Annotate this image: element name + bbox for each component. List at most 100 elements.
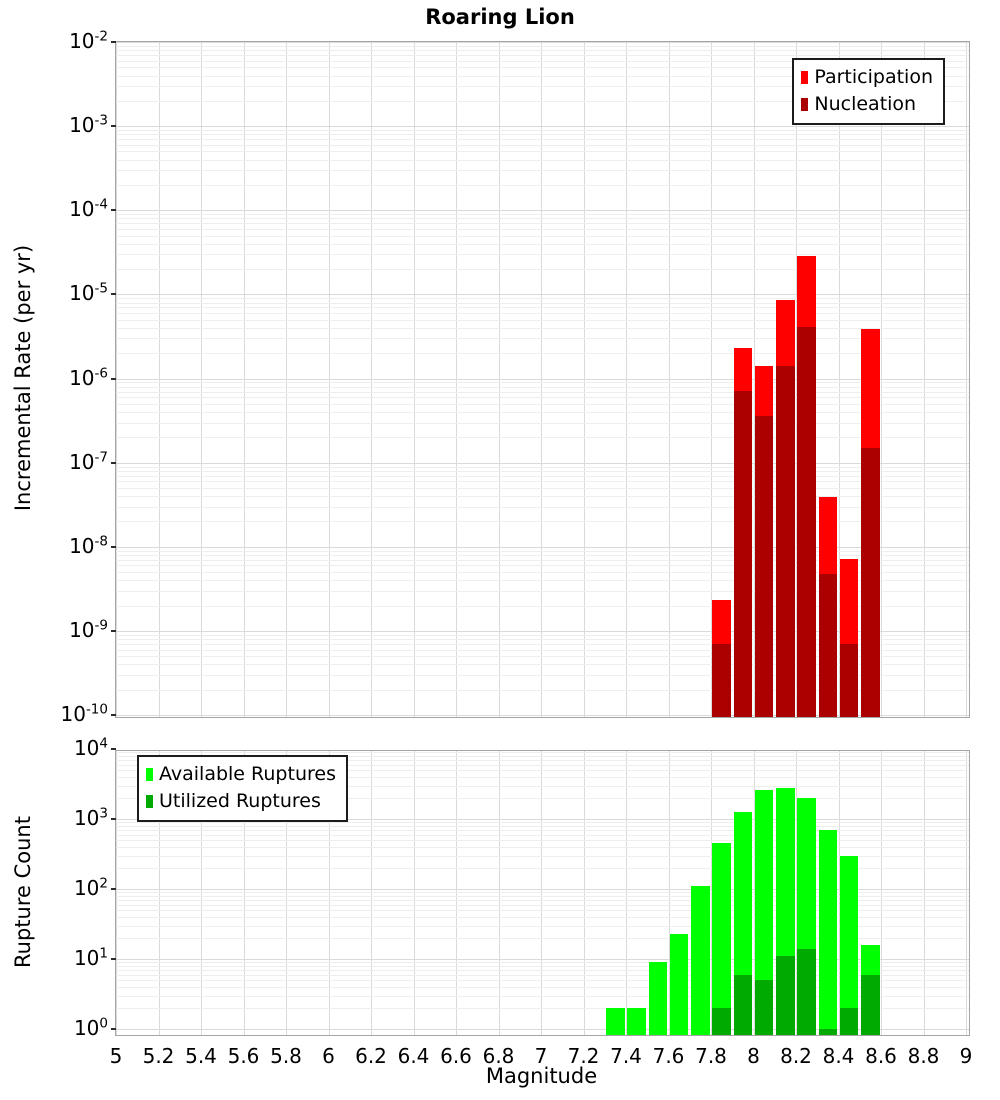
gridline-vertical: [966, 42, 967, 717]
available-bar: [712, 843, 731, 1035]
x-tick-label: 8.8: [907, 1044, 940, 1068]
gridline-minor: [116, 254, 969, 256]
y-tick-mark: [111, 1028, 116, 1030]
legend-label-utilized-ruptures: Utilized Ruptures: [159, 790, 321, 812]
x-tick-label: 6.6: [440, 1044, 472, 1068]
gridline-major: [116, 462, 969, 464]
gridline-minor: [116, 422, 969, 424]
gridline-minor: [116, 550, 969, 552]
y-tick-mark: [111, 125, 116, 128]
gridline-vertical: [966, 751, 967, 1035]
gridline-vertical: [116, 42, 117, 717]
gridline-minor: [116, 386, 969, 388]
y-tick-label: 10-8: [69, 533, 108, 558]
gridline-minor: [116, 218, 969, 220]
gridline-vertical: [541, 42, 542, 717]
nucleation-bar: [861, 447, 880, 717]
x-tick-label: 5.6: [227, 1044, 260, 1068]
gridline-minor: [116, 846, 969, 848]
gridline-vertical: [201, 42, 202, 717]
gridline-minor: [116, 313, 969, 314]
gridline-minor: [116, 475, 969, 477]
x-tick-label: 7.4: [610, 1044, 642, 1068]
gridline-minor: [116, 554, 969, 556]
gridline-vertical: [626, 751, 627, 1035]
y-tick-label: 100: [73, 1015, 108, 1041]
x-tick-label: 5.8: [270, 1044, 302, 1068]
gridline-minor: [116, 214, 969, 216]
gridline-vertical: [456, 42, 457, 717]
gridline-vertical: [881, 751, 882, 1035]
x-tick-label: 9: [959, 1044, 973, 1068]
available-bar: [754, 790, 774, 1035]
available-bar: [627, 1007, 646, 1035]
nucleation-bar: [754, 415, 774, 717]
y-tick-mark: [111, 461, 116, 464]
nucleation-bar: [712, 643, 731, 717]
gridline-minor: [116, 481, 969, 483]
gridline-minor: [116, 338, 969, 340]
x-tick-label: 7.6: [652, 1044, 685, 1068]
gridline-vertical: [668, 42, 670, 717]
gridline-major: [116, 546, 969, 548]
gridline-major: [116, 42, 969, 43]
y-tick-label: 10-4: [69, 196, 108, 222]
x-tick-label: 8.6: [865, 1044, 897, 1068]
available-bar: [669, 933, 689, 1035]
y-tick-label: 10-2: [69, 28, 108, 54]
gridline-vertical: [626, 42, 627, 717]
utilized-bar: [818, 1029, 838, 1035]
gridline-minor: [116, 184, 969, 186]
gridline-vertical: [116, 751, 117, 1035]
x-tick-label: 6.4: [397, 1044, 430, 1068]
gridline-minor: [116, 382, 969, 384]
x-tick-label: 7: [534, 1044, 548, 1068]
x-tick-label: 8.4: [822, 1044, 855, 1068]
participation-swatch: [801, 71, 809, 84]
x-tick-label: 8.2: [780, 1044, 812, 1068]
available-ruptures-swatch: [146, 768, 153, 781]
gridline-vertical: [498, 751, 500, 1035]
x-tick-label: 5: [109, 1044, 123, 1068]
y-tick-mark: [111, 545, 116, 548]
gridline-minor: [116, 243, 969, 245]
utilized-bar: [797, 948, 816, 1035]
y-tick-mark: [111, 714, 116, 716]
gridline-major: [116, 294, 969, 296]
nucleation-bar: [776, 366, 795, 717]
nucleation-bar: [797, 326, 816, 717]
legend-label-nucleation: Nucleation: [814, 93, 917, 115]
x-tick-label: 5.4: [185, 1044, 217, 1068]
gridline-vertical: [923, 751, 925, 1035]
gridline-minor: [116, 437, 969, 439]
y-tick-mark: [111, 818, 116, 820]
gridline-minor: [116, 327, 969, 329]
available-bar: [648, 962, 668, 1035]
gridline-minor: [116, 269, 969, 271]
gridline-major: [116, 210, 969, 212]
gridline-minor: [116, 307, 969, 309]
nucleation-bar: [733, 390, 753, 717]
gridline-vertical: [923, 42, 925, 717]
utilized-bar: [754, 980, 774, 1035]
gridline-minor: [116, 412, 969, 413]
y-tick-mark: [111, 41, 116, 43]
gridline-major: [116, 126, 969, 128]
gridline-vertical: [243, 42, 245, 717]
gridline-minor: [116, 159, 969, 161]
gridline-minor: [116, 55, 969, 56]
nucleation-bar: [818, 573, 838, 717]
available-bar: [839, 855, 859, 1035]
gridline-vertical: [371, 42, 372, 717]
x-tick-label: 5.2: [142, 1044, 175, 1068]
gridline-vertical: [456, 751, 457, 1035]
gridline-minor: [116, 506, 969, 508]
rate-legend: Participation Nucleation: [792, 58, 945, 125]
y-tick-mark: [111, 748, 116, 750]
y-tick-label: 10-5: [69, 280, 108, 306]
x-tick-label: 6.8: [482, 1044, 515, 1068]
gridline-minor: [116, 521, 969, 523]
gridline-minor: [116, 825, 969, 827]
gridline-minor: [116, 470, 969, 472]
